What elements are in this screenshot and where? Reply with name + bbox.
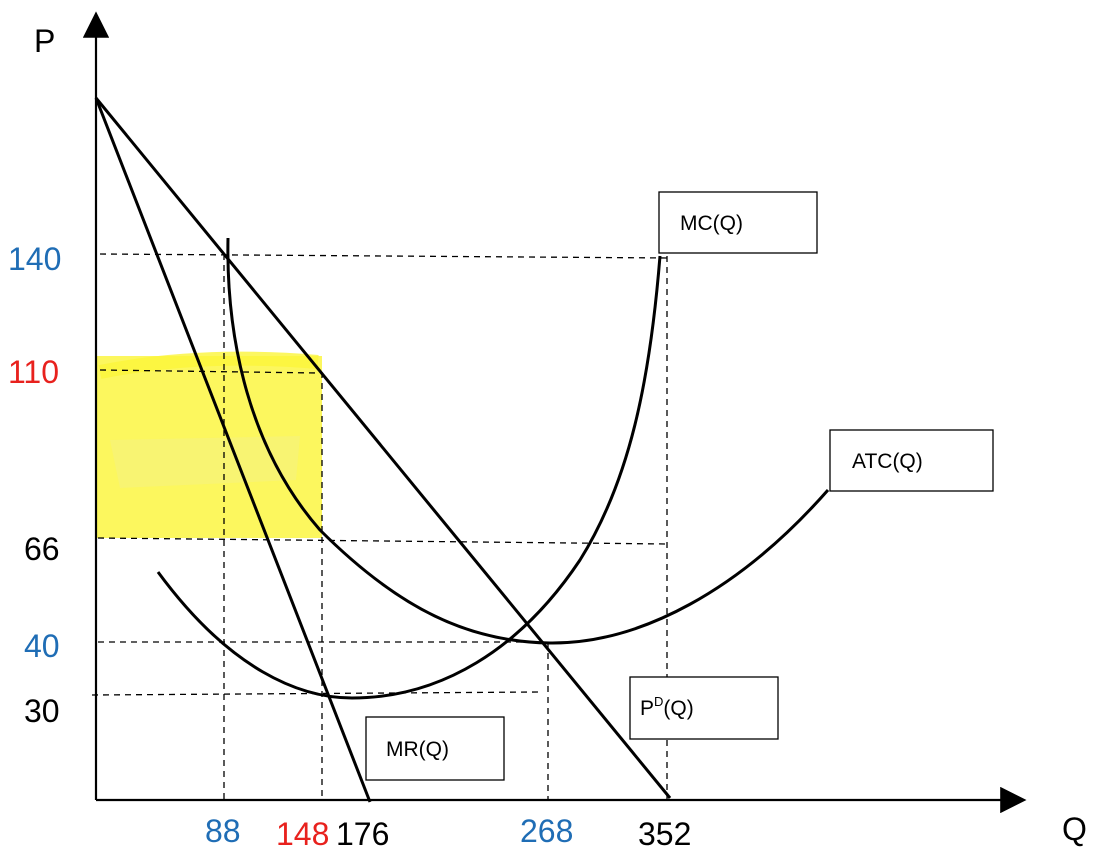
quantity-tick-148: 148 xyxy=(276,816,329,852)
x-axis-label: Q xyxy=(1062,811,1087,847)
price-tick-66: 66 xyxy=(24,531,60,567)
quantity-tick-352: 352 xyxy=(638,816,691,852)
demand-curve xyxy=(94,97,672,799)
demand-label: PD(Q) xyxy=(640,694,694,720)
quantity-tick-88: 88 xyxy=(205,813,241,849)
price-tick-140: 140 xyxy=(8,241,61,277)
profit-highlight xyxy=(96,351,322,538)
quantity-tick-268: 268 xyxy=(520,813,573,849)
quantity-tick-176: 176 xyxy=(336,816,389,852)
quantity-tick-labels: 88 148 176 268 352 xyxy=(205,813,691,852)
price-tick-labels: 140 110 66 40 30 xyxy=(8,241,61,729)
price-tick-40: 40 xyxy=(24,628,60,664)
demand-label-box: PD(Q) xyxy=(629,676,779,740)
guide-140 xyxy=(99,253,671,259)
mr-curve xyxy=(94,97,372,803)
y-axis-label: P xyxy=(34,23,55,59)
mc-label-box: MC(Q) xyxy=(658,191,818,254)
mc-label: MC(Q) xyxy=(680,212,743,235)
guide-110 xyxy=(99,369,319,374)
mr-label-box: MR(Q) xyxy=(365,716,505,781)
mr-label: MR(Q) xyxy=(386,738,449,761)
atc-label-box: ATC(Q) xyxy=(829,429,994,492)
atc-curve xyxy=(226,237,830,645)
curves xyxy=(94,97,830,803)
guide-66 xyxy=(97,537,669,545)
atc-label: ATC(Q) xyxy=(852,450,923,473)
price-tick-30: 30 xyxy=(24,693,60,729)
mc-curve xyxy=(156,255,662,700)
price-tick-110: 110 xyxy=(8,354,59,390)
